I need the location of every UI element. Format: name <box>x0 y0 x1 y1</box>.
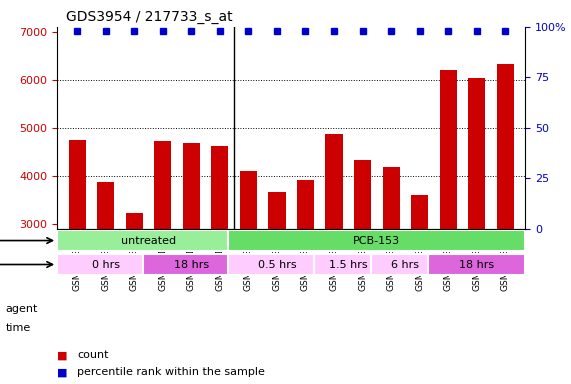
Text: 18 hrs: 18 hrs <box>459 260 494 270</box>
Text: agent: agent <box>6 304 38 314</box>
Bar <box>183 142 200 368</box>
Bar <box>126 213 143 368</box>
Bar <box>69 140 86 368</box>
Bar <box>240 171 257 368</box>
FancyBboxPatch shape <box>228 254 325 275</box>
FancyBboxPatch shape <box>428 254 525 275</box>
Text: 0.5 hrs: 0.5 hrs <box>258 260 296 270</box>
Bar <box>268 192 286 368</box>
FancyBboxPatch shape <box>57 230 240 252</box>
Text: time: time <box>6 323 31 333</box>
Text: 1.5 hrs: 1.5 hrs <box>329 260 368 270</box>
Bar <box>440 70 457 368</box>
Bar <box>97 182 114 368</box>
Bar <box>211 146 228 368</box>
Bar <box>411 195 428 368</box>
Bar <box>383 167 400 368</box>
FancyBboxPatch shape <box>314 254 383 275</box>
FancyBboxPatch shape <box>57 254 154 275</box>
FancyBboxPatch shape <box>143 254 240 275</box>
FancyBboxPatch shape <box>228 230 525 252</box>
Text: percentile rank within the sample: percentile rank within the sample <box>77 367 265 377</box>
Text: 6 hrs: 6 hrs <box>391 260 420 270</box>
Text: 18 hrs: 18 hrs <box>174 260 209 270</box>
Bar <box>468 78 485 368</box>
Text: ■: ■ <box>57 367 67 377</box>
Text: 0 hrs: 0 hrs <box>91 260 120 270</box>
Text: untreated: untreated <box>121 235 176 245</box>
Text: ■: ■ <box>57 350 67 360</box>
Text: GDS3954 / 217733_s_at: GDS3954 / 217733_s_at <box>66 10 233 25</box>
Bar <box>297 180 314 368</box>
Text: PCB-153: PCB-153 <box>353 235 400 245</box>
Text: count: count <box>77 350 108 360</box>
Bar <box>154 141 171 368</box>
Bar <box>325 134 343 368</box>
FancyBboxPatch shape <box>371 254 440 275</box>
Bar <box>354 160 371 368</box>
Bar <box>497 64 514 368</box>
